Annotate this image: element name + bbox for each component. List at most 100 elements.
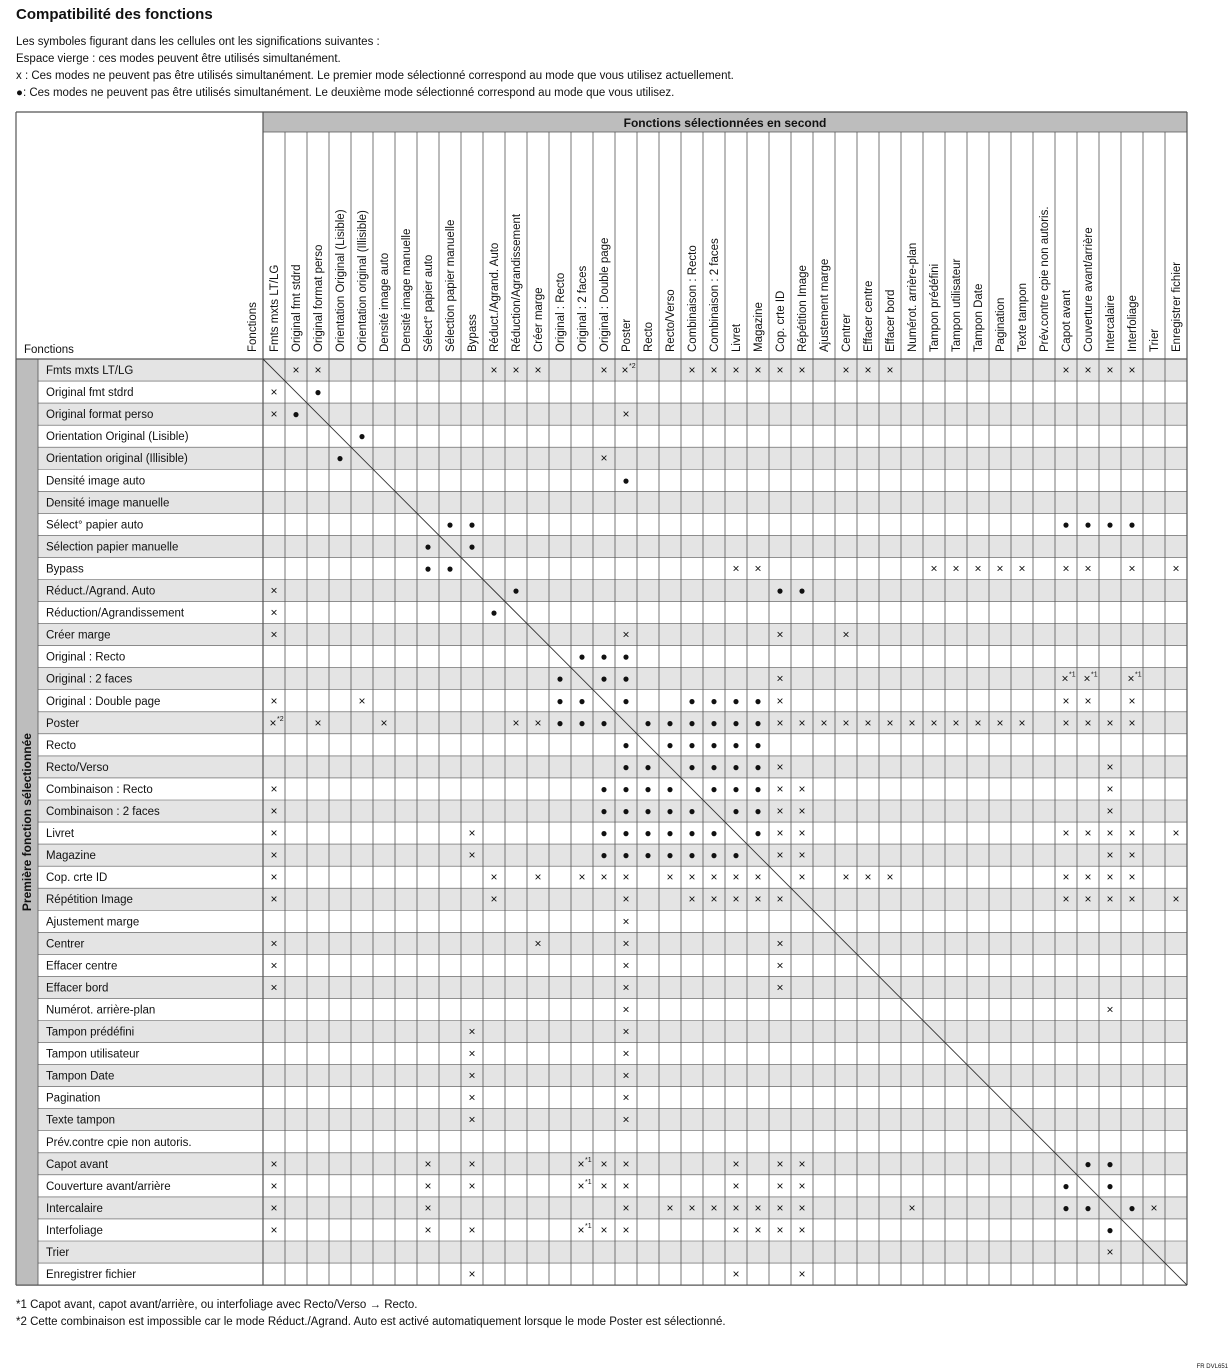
cell-mark: ● [688,760,695,774]
cell-mark: ● [1062,1179,1069,1193]
row-header: Original : 2 faces [46,674,133,686]
cell-mark: × [974,716,981,730]
cell-mark: × [1106,782,1113,796]
column-header: Sélection papier manuelle [445,220,457,352]
cell-mark: ● [688,826,695,840]
cell-mark: × [732,892,739,906]
cell-mark: × [622,870,629,884]
cell-mark: ● [754,782,761,796]
cell-mark: × [600,1179,607,1193]
cell-note: *1 [1069,672,1076,679]
cell-mark: ● [556,716,563,730]
title: Compatibilité des fonctions [16,6,213,23]
cell-mark: ● [600,782,607,796]
cell-mark: × [622,628,629,642]
cell-mark: × [776,804,783,818]
cell-mark: × [424,1179,431,1193]
cell-mark: × [270,804,277,818]
column-group-band [263,112,1187,132]
cell-mark: × [1106,1002,1113,1016]
cell-mark: × [974,561,981,575]
cell-mark: × [292,363,299,377]
row-header: Prév.contre cpie non autoris. [46,1137,192,1149]
cell-mark: ● [578,650,585,664]
cell-mark: × [468,1113,475,1127]
cell-mark: × [622,1179,629,1193]
column-header: Intercalaire [1105,295,1117,352]
cell-mark: × [776,1223,783,1237]
cell-mark: × [1150,1201,1157,1215]
row-header: Combinaison : Recto [46,784,153,796]
cell-mark: ● [754,826,761,840]
cell-mark: × [1106,804,1113,818]
row-header: Trier [46,1247,69,1259]
cell-mark: × [776,760,783,774]
cell-mark: × [776,694,783,708]
cell-mark: × [842,870,849,884]
column-header: Prév.contre cpie non autoris. [1039,206,1051,352]
cell-mark: × [1106,760,1113,774]
cell-mark: × [1172,826,1179,840]
cell-mark: ● [1084,517,1091,531]
cell-mark: × [1062,694,1069,708]
cell-mark: ● [424,561,431,575]
cell-mark: ● [446,561,453,575]
cell-mark: × [710,1201,717,1215]
row-header: Réduction/Agrandissement [46,608,185,620]
column-header: Combinaison : Recto [687,245,699,352]
cell-mark: ● [798,584,805,598]
cell-mark: ● [468,539,475,553]
row-shade [38,755,1187,778]
cell-mark: ● [600,826,607,840]
cell-mark: ● [1062,1201,1069,1215]
cell-mark: ● [512,584,519,598]
cell-mark: × [688,892,695,906]
cell-mark: × [798,848,805,862]
cell-mark: × [314,716,321,730]
cell-mark: × [732,1223,739,1237]
row-shade [38,1108,1187,1131]
cell-mark: ● [732,782,739,796]
column-header: Recto/Verso [665,289,677,352]
row-header: Poster [46,718,79,730]
column-header: Original : Recto [555,273,567,352]
cell-mark: × [798,826,805,840]
cell-mark: × [270,892,277,906]
cell-mark: ● [710,826,717,840]
cell-mark: × [622,1223,629,1237]
cell-note: *1 [585,1179,592,1186]
cell-mark: ● [644,782,651,796]
cell-mark: × [358,694,365,708]
cell-mark: ● [710,848,717,862]
cell-mark: × [622,892,629,906]
cell-mark: ● [644,760,651,774]
row-header: Combinaison : 2 faces [46,806,160,818]
cell-mark: × [314,363,321,377]
cell-mark: ● [556,672,563,686]
row-shade [38,535,1187,558]
cell-note: *1 [585,1223,592,1230]
cell-mark: × [1084,870,1091,884]
cell-mark: × [798,363,805,377]
cell-mark: × [1128,870,1135,884]
cell-mark: × [754,363,761,377]
cell-mark: × [732,561,739,575]
cell-mark: ● [446,517,453,531]
cell-mark: ● [622,804,629,818]
cell-mark: ● [556,694,563,708]
row-shade [38,403,1187,426]
cell-mark: × [534,936,541,950]
column-header: Bypass [467,314,479,352]
row-shade [38,491,1187,514]
cell-mark: ● [600,716,607,730]
cell-mark: ● [732,804,739,818]
cell-mark: × [1128,892,1135,906]
cell-mark: × [886,870,893,884]
cell-mark: × [1018,561,1025,575]
cell-mark: × [270,936,277,950]
column-header: Magazine [753,302,765,352]
column-header: Pagination [995,298,1007,352]
row-header: Tampon prédéfini [46,1027,134,1039]
cell-mark: × [754,1223,761,1237]
cell-mark: × [776,628,783,642]
